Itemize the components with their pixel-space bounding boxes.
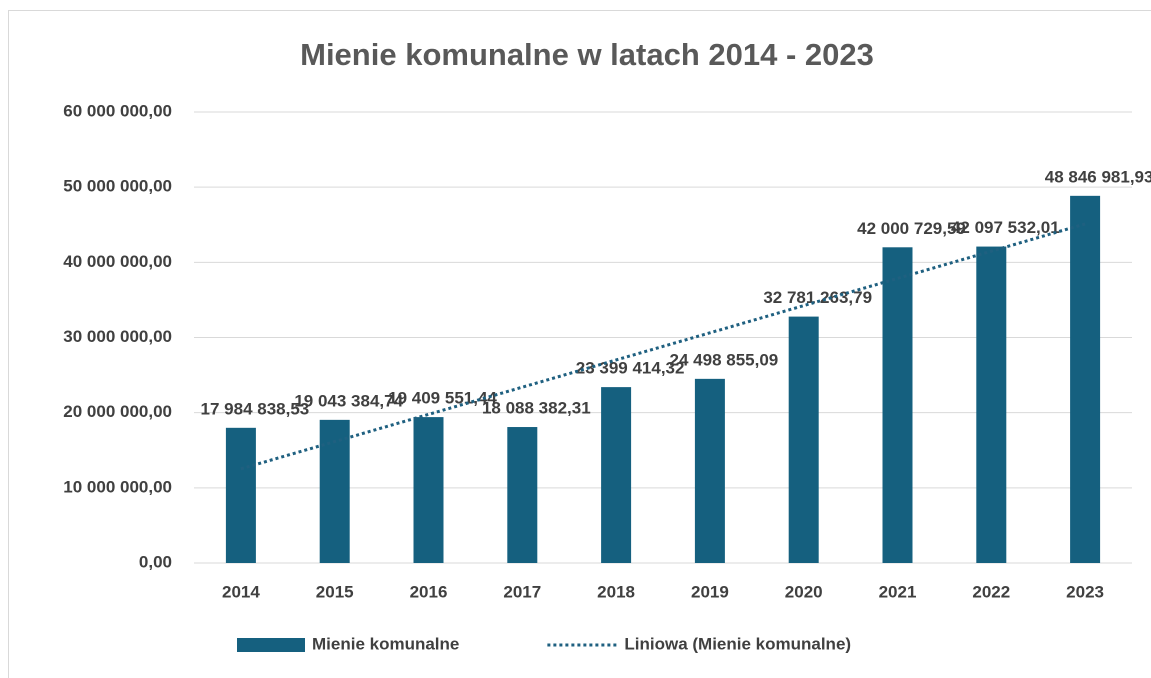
data-label: 48 846 981,93 — [1045, 167, 1151, 186]
data-label: 42 097 532,01 — [951, 218, 1060, 237]
chart-border — [8, 10, 1151, 678]
x-tick-label: 2017 — [503, 582, 541, 601]
bar — [1070, 195, 1101, 563]
y-tick-label: 40 000 000,00 — [63, 252, 172, 271]
data-label: 32 781 263,79 — [763, 288, 872, 307]
x-tick-label: 2018 — [597, 582, 635, 601]
bar — [507, 427, 538, 563]
x-tick-label: 2021 — [879, 582, 917, 601]
x-tick-label: 2022 — [972, 582, 1010, 601]
chart-title: Mienie komunalne w latach 2014 - 2023 — [300, 37, 874, 72]
y-tick-label: 20 000 000,00 — [63, 402, 172, 421]
bar — [882, 247, 913, 564]
x-tick-label: 2023 — [1066, 582, 1104, 601]
bar — [694, 378, 725, 563]
data-label: 19 043 384,74 — [294, 391, 403, 410]
data-label: 24 498 855,09 — [670, 350, 779, 369]
y-tick-label: 50 000 000,00 — [63, 177, 172, 196]
y-tick-label: 60 000 000,00 — [63, 101, 172, 120]
legend-label: Liniowa (Mienie komunalne) — [624, 634, 851, 653]
y-tick-label: 0,00 — [139, 552, 172, 571]
legend-swatch — [237, 638, 305, 652]
x-tick-label: 2014 — [222, 582, 260, 601]
bar — [319, 419, 350, 563]
x-tick-label: 2015 — [316, 582, 354, 601]
x-tick-label: 2016 — [410, 582, 448, 601]
x-tick-label: 2019 — [691, 582, 729, 601]
data-label: 42 000 729,59 — [857, 219, 966, 238]
trend-line — [240, 222, 1086, 471]
bar — [601, 387, 632, 563]
bar — [976, 246, 1007, 563]
bar — [788, 316, 819, 563]
data-label: 18 088 382,31 — [482, 399, 591, 418]
bar — [225, 427, 256, 563]
x-tick-label: 2020 — [785, 582, 823, 601]
y-tick-label: 10 000 000,00 — [63, 477, 172, 496]
y-tick-label: 30 000 000,00 — [63, 327, 172, 346]
data-label: 17 984 838,53 — [201, 399, 310, 418]
legend-label: Mienie komunalne — [312, 634, 459, 653]
bar — [413, 417, 444, 563]
data-label: 19 409 551,44 — [388, 389, 497, 408]
data-label: 23 399 414,32 — [576, 359, 685, 378]
